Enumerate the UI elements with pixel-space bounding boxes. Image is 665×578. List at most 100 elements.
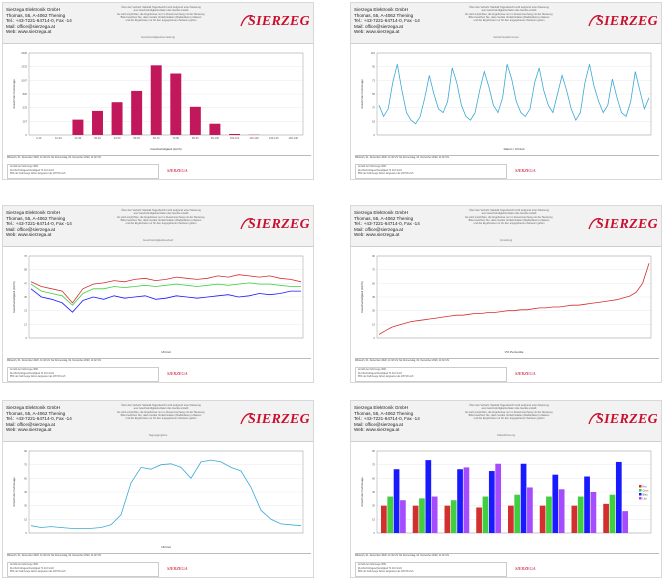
report-subtitle: Verkehrsaufkommen — [351, 35, 661, 39]
class-bar-green — [610, 495, 616, 533]
legend-label: Lila — [643, 496, 648, 500]
class-bar-blue — [584, 477, 590, 533]
sierzega-logo: SIERZEGA — [239, 12, 309, 28]
class-bar-purple — [559, 489, 565, 533]
class-bar-green — [483, 497, 489, 533]
company-address: Sierzega Elektronik GmbH Thomas, 55, A-4… — [354, 7, 420, 35]
histogram-bar — [229, 134, 240, 135]
class-bar-purple — [464, 467, 470, 533]
x-tick-label: 60-70 — [153, 136, 160, 140]
y-tick-label: 30 — [372, 309, 375, 313]
company-phone: Tel.: +43-7221-64714-0, Fax -14 — [354, 416, 420, 422]
legend-label: Grün — [643, 488, 649, 492]
svg-text:SIERZEGA: SIERZEGA — [248, 14, 309, 28]
x-tick-label: 20-30 — [75, 136, 82, 140]
y-axis-label: Anzahl der Fahrzeuge — [360, 79, 364, 109]
report-footer: Mittwoch, 01. Dezember 2020, 11:32 Uhr b… — [7, 155, 311, 180]
report-footer: Mittwoch, 01. Dezember 2020, 11:32 Uhr b… — [355, 358, 659, 383]
class-bar-purple — [495, 464, 501, 533]
x-axis-label: Uhrzeit — [161, 350, 171, 354]
y-tick-label: 800 — [23, 92, 28, 96]
report-footer: Mittwoch, 01. Dezember 2020, 11:32 Uhr b… — [355, 553, 659, 578]
report-footer: Mittwoch, 01. Dezember 2020, 11:32 Uhr b… — [7, 553, 311, 578]
y-tick-label: 15 — [372, 517, 375, 521]
class-bar-red — [476, 507, 482, 533]
company-phone: Tel.: +43-7221-64714-0, Fax -14 — [6, 416, 72, 422]
histogram-bar — [131, 91, 142, 135]
footer-summary: Anzahl der Fahrzeuge 3831 Durchschnittsg… — [7, 164, 159, 179]
footer-logo: SIERZEGA — [167, 372, 188, 375]
x-tick-label: 130-140 — [288, 136, 298, 140]
y-axis-label: Geschwindigkeit (km/h) — [360, 281, 364, 312]
x-tick-label: 50-60 — [133, 136, 140, 140]
y-tick-label: 73 — [372, 78, 375, 82]
notice-text: Über den Verkehr Statistik Tagesbericht … — [91, 6, 231, 22]
y-tick-label: 60 — [372, 281, 375, 285]
class-bar-green — [514, 495, 520, 533]
class-bar-green — [546, 497, 552, 533]
company-address: Sierzega Elektronik GmbH Thomas, 55, A-4… — [354, 210, 420, 238]
report-subtitle: Verteilung — [351, 238, 661, 242]
report-footer: Mittwoch, 01. Dezember 2020, 11:32 Uhr b… — [355, 155, 659, 180]
y-tick-label: 0 — [374, 133, 376, 137]
class-bar-blue — [425, 460, 431, 533]
report-subtitle: Tagesganglinie — [3, 433, 313, 437]
legend-swatch — [639, 489, 642, 492]
footer-logo: SIERZEGA — [515, 169, 536, 172]
class-bar-blue — [552, 475, 558, 533]
class-bar-purple — [527, 487, 533, 533]
notice-text: Über den Verkehr Statistik Tagesbericht … — [439, 209, 579, 225]
footer-summary: Anzahl der Fahrzeuge 3831 Durchschnittsg… — [7, 367, 159, 382]
x-axis-label: V% Perzentile — [505, 350, 524, 354]
class-bar-blue — [394, 469, 400, 533]
daily-profile-line — [31, 460, 301, 528]
y-tick-label: 60 — [372, 476, 375, 480]
y-tick-label: 55 — [372, 92, 375, 96]
legend-swatch — [639, 493, 642, 496]
histogram-bar — [170, 74, 181, 136]
notice-text: Über den Verkehr Statistik Tagesbericht … — [439, 404, 579, 420]
class-bar-green — [578, 497, 584, 533]
class-bar-purple — [591, 492, 597, 533]
y-tick-label: 1067 — [21, 78, 27, 82]
speed-series-line-blue — [31, 289, 301, 312]
footer-period: Mittwoch, 01. Dezember 2020, 11:32 Uhr b… — [7, 359, 311, 362]
class-bar-blue — [457, 469, 463, 533]
notice-text: Über den Verkehr Statistik Tagesbericht … — [439, 6, 579, 22]
class-bar-blue — [521, 464, 527, 533]
histogram-bar — [112, 102, 123, 135]
class-bar-red — [508, 506, 514, 533]
sierzega-logo: SIERZEGA — [587, 12, 657, 28]
y-tick-label: 23 — [24, 309, 27, 313]
histogram-bar — [151, 65, 162, 135]
class-bar-purple — [400, 500, 406, 533]
class-bar-blue — [489, 471, 495, 533]
footer-period: Mittwoch, 01. Dezember 2020, 11:32 Uhr b… — [7, 554, 311, 557]
sierzega-logo: SIERZEGA — [239, 410, 309, 426]
svg-text:SIERZEGA: SIERZEGA — [248, 217, 309, 231]
sierzega-logo: SIERZEGA — [587, 215, 657, 231]
y-tick-label: 0 — [374, 336, 376, 340]
report-speed-histogram: Sierzega Elektronik GmbH Thomas, 55, A-4… — [2, 2, 314, 180]
svg-text:SIERZEGA: SIERZEGA — [596, 412, 657, 426]
company-address: Sierzega Elektronik GmbH Thomas, 55, A-4… — [6, 405, 72, 433]
percentile-curve-line — [379, 263, 649, 334]
histogram-bar — [72, 120, 83, 135]
y-tick-label: 58 — [24, 268, 27, 272]
company-address: Sierzega Elektronik GmbH Thomas, 55, A-4… — [354, 405, 420, 433]
x-tick-label: 80-90 — [192, 136, 199, 140]
y-tick-label: 15 — [372, 322, 375, 326]
class-bar-green — [419, 498, 425, 533]
y-axis-label: Anzahl der Fahrzeuge — [12, 79, 16, 109]
legend-swatch — [639, 497, 642, 500]
report-footer: Mittwoch, 01. Dezember 2020, 11:32 Uhr b… — [7, 358, 311, 383]
report-subtitle: Klassifizierung — [351, 433, 661, 437]
y-tick-label: 45 — [24, 490, 27, 494]
company-phone: Tel.: +43-7221-64714-0, Fax -14 — [6, 18, 72, 24]
y-tick-label: 75 — [24, 463, 27, 467]
class-bar-green — [451, 500, 457, 533]
x-tick-label: 100-110 — [230, 136, 240, 140]
report-subtitle: Geschwindigkeitsverlauf — [3, 238, 313, 242]
histogram-bar — [190, 107, 201, 135]
